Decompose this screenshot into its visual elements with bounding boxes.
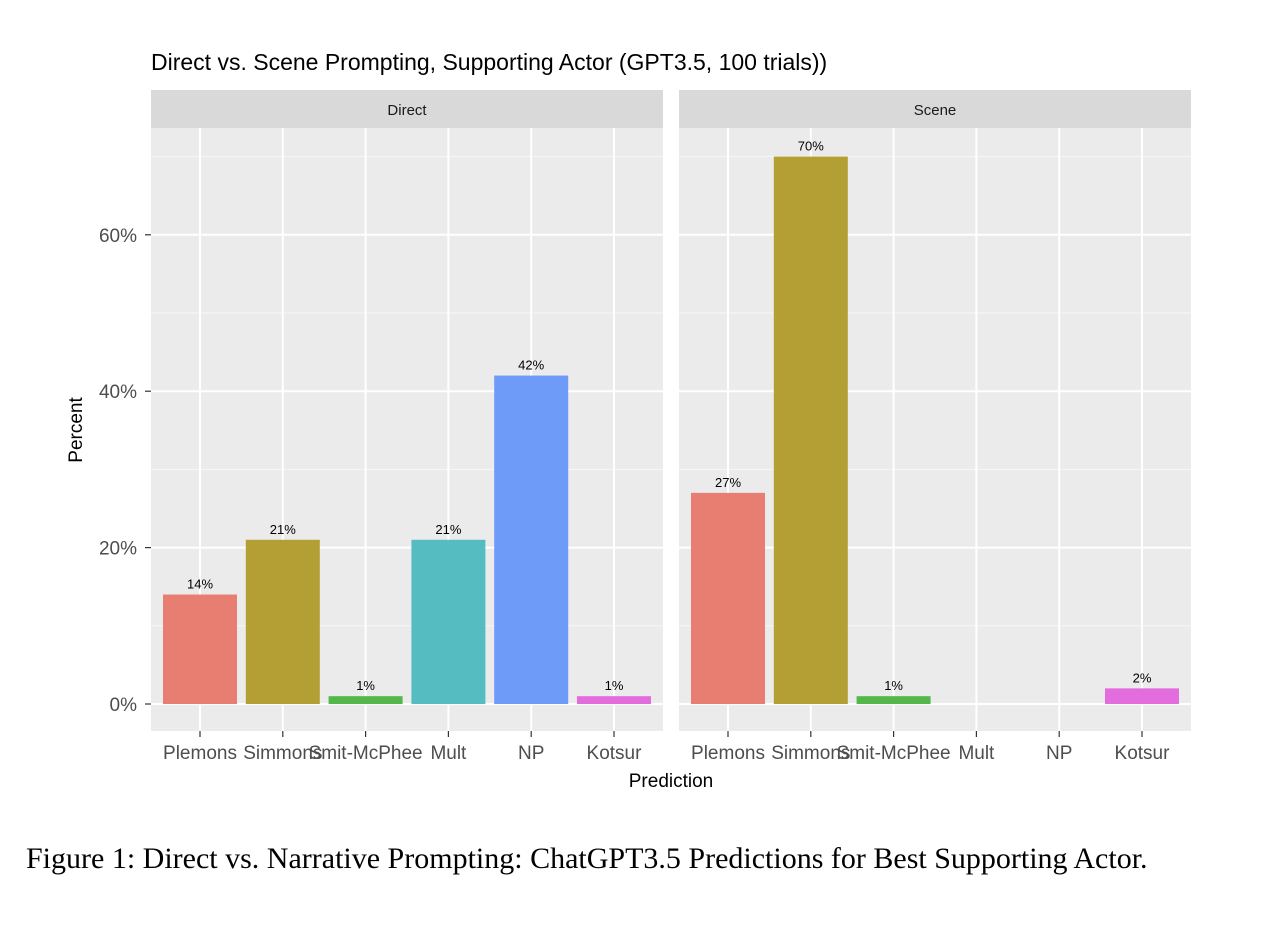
bar-direct-simmons (245, 539, 320, 704)
panel-strip-direct (151, 90, 663, 128)
data-label-direct-plemons: 14% (187, 577, 213, 592)
data-label-scene-smit-mcphee: 1% (884, 678, 903, 693)
y-axis-title: Percent (66, 397, 87, 463)
bar-scene-smit-mcphee (856, 696, 931, 704)
x-tick-label: NP (1046, 743, 1072, 764)
x-tick-label: Plemons (691, 743, 765, 764)
panel-strip-label-direct: Direct (387, 102, 427, 119)
chart-title: Direct vs. Scene Prompting, Supporting A… (151, 49, 827, 75)
bar-direct-kotsur (577, 696, 651, 704)
data-label-direct-simmons: 21% (270, 522, 296, 537)
x-axis-title: Prediction (629, 771, 714, 792)
bar-direct-mult (411, 539, 486, 704)
x-tick-label: Simmons (243, 743, 322, 764)
y-tick-label: 0% (110, 695, 138, 716)
x-tick-label: Kotsur (587, 743, 643, 764)
chart-layer: 0% 20% 40% 60% Direct 14% 21% 1% 21% 42% 1% Plemons… (99, 90, 1191, 764)
x-tick-label: Kotsur (1115, 743, 1171, 764)
y-tick-label: 20% (99, 539, 137, 560)
x-tick-label: Mult (430, 743, 467, 764)
data-label-direct-kotsur: 1% (605, 678, 624, 693)
y-tick-label: 60% (99, 226, 137, 247)
panel-strip-scene (679, 90, 1191, 128)
x-tick-label: Plemons (163, 743, 237, 764)
x-tick-label: Smit-McPhee (837, 743, 951, 764)
x-tick-label: Simmons (771, 743, 850, 764)
x-tick-label: Mult (958, 743, 995, 764)
figure-caption: Figure 1: Direct vs. Narrative Prompting… (26, 842, 1148, 875)
data-label-scene-kotsur: 2% (1133, 670, 1152, 685)
data-label-direct-smit-mcphee: 1% (356, 678, 375, 693)
bar-direct-smit-mcphee (328, 696, 403, 704)
data-label-direct-np: 42% (518, 358, 544, 373)
bar-scene-plemons (691, 492, 765, 704)
x-tick-label: Smit-McPhee (309, 743, 423, 764)
data-label-scene-plemons: 27% (715, 475, 741, 490)
data-label-direct-mult: 21% (435, 522, 461, 537)
bar-chart-figure: Direct vs. Scene Prompting, Supporting A… (66, 49, 1191, 792)
bar-direct-np (494, 375, 569, 704)
chart-canvas: Direct vs. Scene Prompting, Supporting A… (66, 49, 1191, 792)
bar-direct-plemons (163, 594, 237, 704)
bar-scene-simmons (773, 156, 848, 705)
bar-scene-kotsur (1105, 688, 1179, 704)
y-tick-label: 40% (99, 382, 137, 403)
data-label-scene-simmons: 70% (798, 139, 824, 154)
x-tick-label: NP (518, 743, 544, 764)
panel-strip-label-scene: Scene (914, 102, 957, 119)
